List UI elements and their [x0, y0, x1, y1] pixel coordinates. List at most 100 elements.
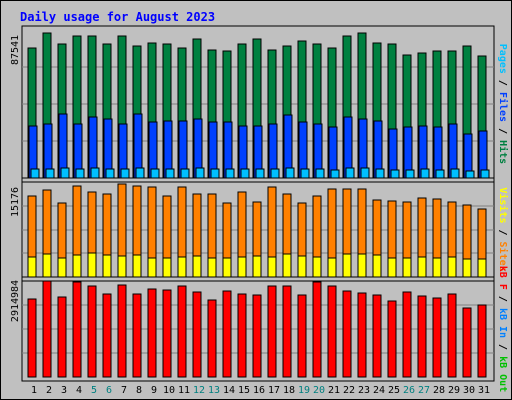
x-tick-label-day-6: 6	[106, 385, 112, 396]
panel-hits-files-pages: 87541 Pages / Files / Hits	[10, 25, 509, 183]
y-max-label: 15176	[10, 187, 21, 217]
bar-kb-f-day-12	[192, 291, 202, 378]
series-legend-label: Pages / Files / Hits	[497, 44, 509, 164]
bar-visits-day-14	[222, 257, 232, 278]
bar-pages-day-4	[75, 168, 85, 179]
bar-visits-day-27	[417, 256, 427, 278]
legend-part: kB In	[497, 308, 508, 338]
x-tick-label-day-30: 30	[463, 385, 475, 396]
bar-visits-day-1	[27, 256, 37, 278]
series-files	[28, 113, 488, 179]
bar-kb-f-day-30	[462, 307, 472, 378]
bar-kb-f-day-15	[237, 293, 247, 378]
bar-kb-f-day-4	[72, 281, 82, 378]
x-tick-label-day-12: 12	[193, 385, 205, 396]
bar-visits-day-28	[432, 257, 442, 278]
bar-visits-day-24	[372, 254, 382, 278]
bar-pages-day-29	[450, 168, 460, 179]
series-legend-label: Visits / Sites	[497, 187, 509, 271]
bar-visits-day-30	[462, 258, 472, 278]
x-tick-label-day-21: 21	[328, 385, 340, 396]
bar-visits-day-2	[42, 253, 52, 278]
bar-pages-day-7	[120, 168, 130, 179]
bar-kb-f-day-19	[297, 294, 307, 378]
bar-visits-day-21	[327, 257, 337, 278]
bar-pages-day-25	[390, 169, 400, 179]
bar-kb-f-day-25	[387, 300, 397, 378]
bar-kb-f-day-23	[357, 292, 367, 378]
x-tick-label-day-18: 18	[283, 385, 295, 396]
bar-kb-f-day-14	[222, 290, 232, 378]
x-tick-label-day-9: 9	[151, 385, 157, 396]
bar-pages-day-26	[405, 169, 415, 179]
x-tick-label-day-31: 31	[478, 385, 490, 396]
x-tick-label-day-27: 27	[418, 385, 430, 396]
bar-pages-day-23	[360, 167, 370, 179]
bar-visits-day-31	[477, 258, 487, 278]
x-tick-label-day-25: 25	[388, 385, 400, 396]
bar-kb-f-day-6	[102, 293, 112, 378]
bar-visits-day-3	[57, 257, 67, 278]
bar-visits-day-18	[282, 253, 292, 278]
x-tick-label-day-1: 1	[31, 385, 37, 396]
x-tick-label-day-15: 15	[238, 385, 250, 396]
bar-visits-day-16	[252, 255, 262, 278]
bar-visits-day-13	[207, 257, 217, 278]
bar-kb-f-day-24	[372, 294, 382, 378]
x-tick-label-day-5: 5	[91, 385, 97, 396]
bar-kb-f-day-29	[447, 293, 457, 378]
bar-pages-day-28	[435, 169, 445, 179]
legend-part: /	[497, 74, 508, 92]
bar-kb-f-day-7	[117, 284, 127, 378]
bar-pages-day-5	[90, 167, 100, 179]
legend-part: /	[497, 290, 508, 308]
bar-visits-day-12	[192, 255, 202, 278]
bar-pages-day-10	[165, 168, 175, 179]
x-axis-labels: 1 2 3 4 5 6 7 8 9 10 11 12 13 14 15 16 17 18 19 20 21 22 23 24 2…	[31, 385, 490, 396]
legend-part: kB F	[497, 266, 508, 290]
bar-visits-day-25	[387, 257, 397, 278]
x-tick-label-day-2: 2	[46, 385, 52, 396]
x-tick-label-day-3: 3	[61, 385, 67, 396]
x-tick-label-day-7: 7	[121, 385, 127, 396]
x-tick-label-day-11: 11	[178, 385, 190, 396]
bar-kb-f-day-21	[327, 285, 337, 378]
legend-part: /	[497, 223, 508, 241]
x-tick-label-day-19: 19	[298, 385, 310, 396]
x-tick-label-day-4: 4	[76, 385, 82, 396]
bar-kb-f-day-16	[252, 294, 262, 378]
bar-visits-day-20	[312, 256, 322, 278]
bar-pages-day-8	[135, 167, 145, 179]
legend-part: Visits	[497, 187, 509, 223]
bar-pages-day-13	[210, 168, 220, 179]
bar-kb-f-day-5	[87, 285, 97, 378]
x-tick-label-day-20: 20	[313, 385, 325, 396]
bar-kb-f-day-11	[177, 285, 187, 378]
bar-kb-f-day-3	[57, 296, 67, 378]
bar-visits-day-23	[357, 253, 367, 278]
bar-pages-day-17	[270, 168, 280, 179]
y-max-label: 2914984	[10, 280, 21, 322]
bar-visits-day-26	[402, 257, 412, 278]
bar-visits-day-5	[87, 252, 97, 278]
bar-pages-day-27	[420, 168, 430, 179]
bar-visits-day-9	[147, 257, 157, 278]
x-tick-label-day-29: 29	[448, 385, 460, 396]
legend-part: Sites	[497, 242, 509, 272]
series-legend-label: kB F / kB In / kB Out	[497, 266, 508, 392]
bar-kb-f-day-13	[207, 299, 217, 378]
x-tick-label-day-28: 28	[433, 385, 445, 396]
bar-visits-day-10	[162, 257, 172, 278]
series-hits	[27, 32, 487, 179]
bar-pages-day-20	[315, 168, 325, 179]
bar-pages-day-2	[45, 168, 55, 179]
bar-pages-day-12	[195, 167, 205, 179]
bar-kb-f-day-18	[282, 285, 292, 378]
x-tick-label-day-16: 16	[253, 385, 265, 396]
bar-visits-day-6	[102, 254, 112, 278]
bar-pages-day-14	[225, 168, 235, 179]
x-tick-label-day-24: 24	[373, 385, 385, 396]
bar-kb-f-day-28	[432, 297, 442, 378]
legend-part: kB Out	[497, 356, 508, 392]
bar-kb-f-day-8	[132, 293, 142, 378]
